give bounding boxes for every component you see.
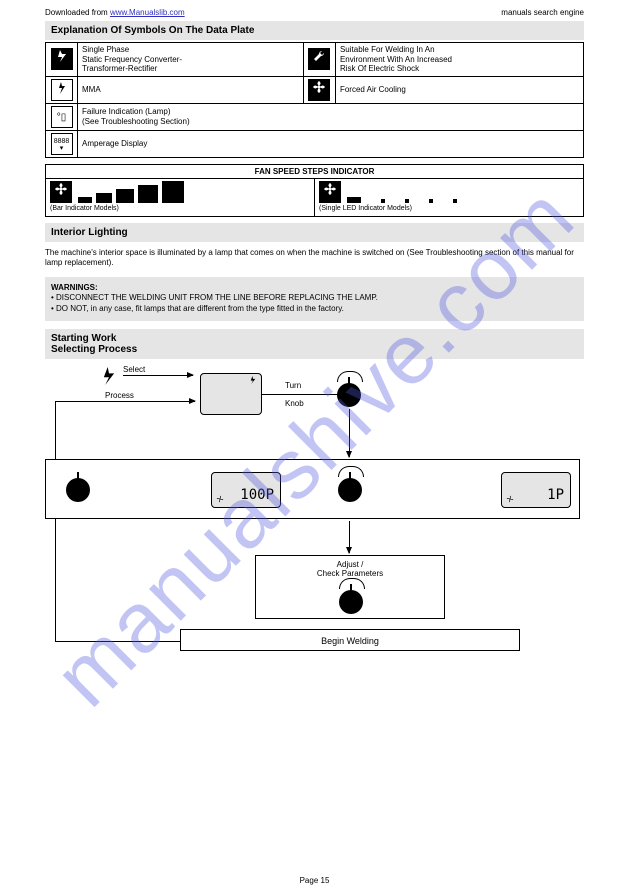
lcd-amperage-value: 100P bbox=[240, 487, 274, 503]
thermometer-icon: °▯ bbox=[51, 106, 73, 128]
lcd-right-value: 1P bbox=[547, 487, 564, 503]
knob-process[interactable] bbox=[337, 383, 361, 407]
fan-icon-bars bbox=[50, 181, 72, 203]
fan-dots bbox=[347, 197, 457, 203]
label-process: Process bbox=[105, 391, 134, 400]
knob-left[interactable] bbox=[66, 478, 90, 502]
fan-tiny-icon-2 bbox=[506, 495, 514, 503]
knob-adjust[interactable] bbox=[339, 590, 363, 614]
page-content: Downloaded from www.Manualslib.com manua… bbox=[0, 0, 629, 661]
section-lighting: Interior Lighting bbox=[45, 223, 584, 242]
symbols-table: Single Phase Static Frequency Converter-… bbox=[45, 42, 584, 158]
label-select: Select bbox=[123, 365, 145, 374]
cell-amperage: Amperage Display bbox=[78, 130, 584, 157]
display-icon: 8888▾ bbox=[51, 133, 73, 155]
header-left: Downloaded from www.Manualslib.com bbox=[45, 8, 185, 17]
wrench-icon bbox=[308, 48, 330, 70]
warning-2: • DO NOT, in any case, fit lamps that ar… bbox=[51, 304, 344, 313]
warning-1: • DISCONNECT THE WELDING UNIT FROM THE L… bbox=[51, 293, 378, 302]
control-panel: 100P 1P bbox=[45, 459, 580, 519]
adjust-line1: Adjust / bbox=[337, 560, 364, 569]
adjust-line2: Check Parameters bbox=[317, 569, 383, 578]
process-diagram: Select Process Turn Knob 100P 1P bbox=[45, 361, 584, 661]
header-left-text: Downloaded from bbox=[45, 8, 108, 17]
warnings-title: WARNINGS: bbox=[51, 283, 98, 292]
line-to-knob1 bbox=[262, 394, 337, 395]
bolt-small-icon bbox=[249, 376, 257, 384]
lcd-amperage: 100P bbox=[211, 472, 281, 508]
fan-bars bbox=[78, 181, 184, 203]
header-row: Downloaded from www.Manualslib.com manua… bbox=[45, 8, 584, 17]
arrow-down-1 bbox=[349, 409, 350, 457]
arrow-select-process bbox=[123, 375, 193, 376]
bolt-icon bbox=[100, 367, 118, 385]
fan-icon bbox=[308, 79, 330, 101]
footer: Page 15 bbox=[0, 876, 629, 885]
line-left bbox=[55, 401, 56, 641]
label-turn: Turn bbox=[285, 381, 301, 390]
mma-icon bbox=[51, 79, 73, 101]
section-explanation: Explanation Of Symbols On The Data Plate bbox=[45, 21, 584, 40]
lcd-right: 1P bbox=[501, 472, 571, 508]
converter-icon bbox=[51, 48, 73, 70]
lighting-text: The machine's interior space is illumina… bbox=[45, 244, 584, 277]
begin-welding: Begin Welding bbox=[180, 629, 520, 651]
cell-mma: MMA bbox=[78, 76, 304, 103]
lcd-process bbox=[200, 373, 262, 415]
header-link[interactable]: www.Manualslib.com bbox=[110, 8, 185, 17]
fan-icon-dots bbox=[319, 181, 341, 203]
fan-tiny-icon bbox=[216, 495, 224, 503]
cell-shock: Suitable For Welding In An Environment W… bbox=[335, 43, 583, 77]
arrow-down-2 bbox=[349, 521, 350, 553]
fan-speed-title: FAN SPEED STEPS INDICATOR bbox=[46, 164, 584, 179]
fan-bars-label: (Bar Indicator Models) bbox=[50, 205, 310, 213]
arrow-process bbox=[55, 401, 195, 402]
section-starting: Starting Work Selecting Process bbox=[45, 329, 584, 359]
cell-cooling: Forced Air Cooling bbox=[335, 76, 583, 103]
warnings-box: WARNINGS: • DISCONNECT THE WELDING UNIT … bbox=[45, 277, 584, 321]
fan-speed-table: FAN SPEED STEPS INDICATOR (Bar Indicator… bbox=[45, 164, 584, 217]
header-right: manuals search engine bbox=[501, 8, 584, 17]
cell-failure: Failure Indication (Lamp) (See Troublesh… bbox=[78, 103, 584, 130]
label-knob: Knob bbox=[285, 399, 304, 408]
fan-dots-label: (Single LED Indicator Models) bbox=[319, 205, 579, 213]
adjust-box: Adjust / Check Parameters bbox=[255, 555, 445, 619]
knob-center[interactable] bbox=[338, 478, 362, 502]
cell-converter: Single Phase Static Frequency Converter-… bbox=[78, 43, 304, 77]
